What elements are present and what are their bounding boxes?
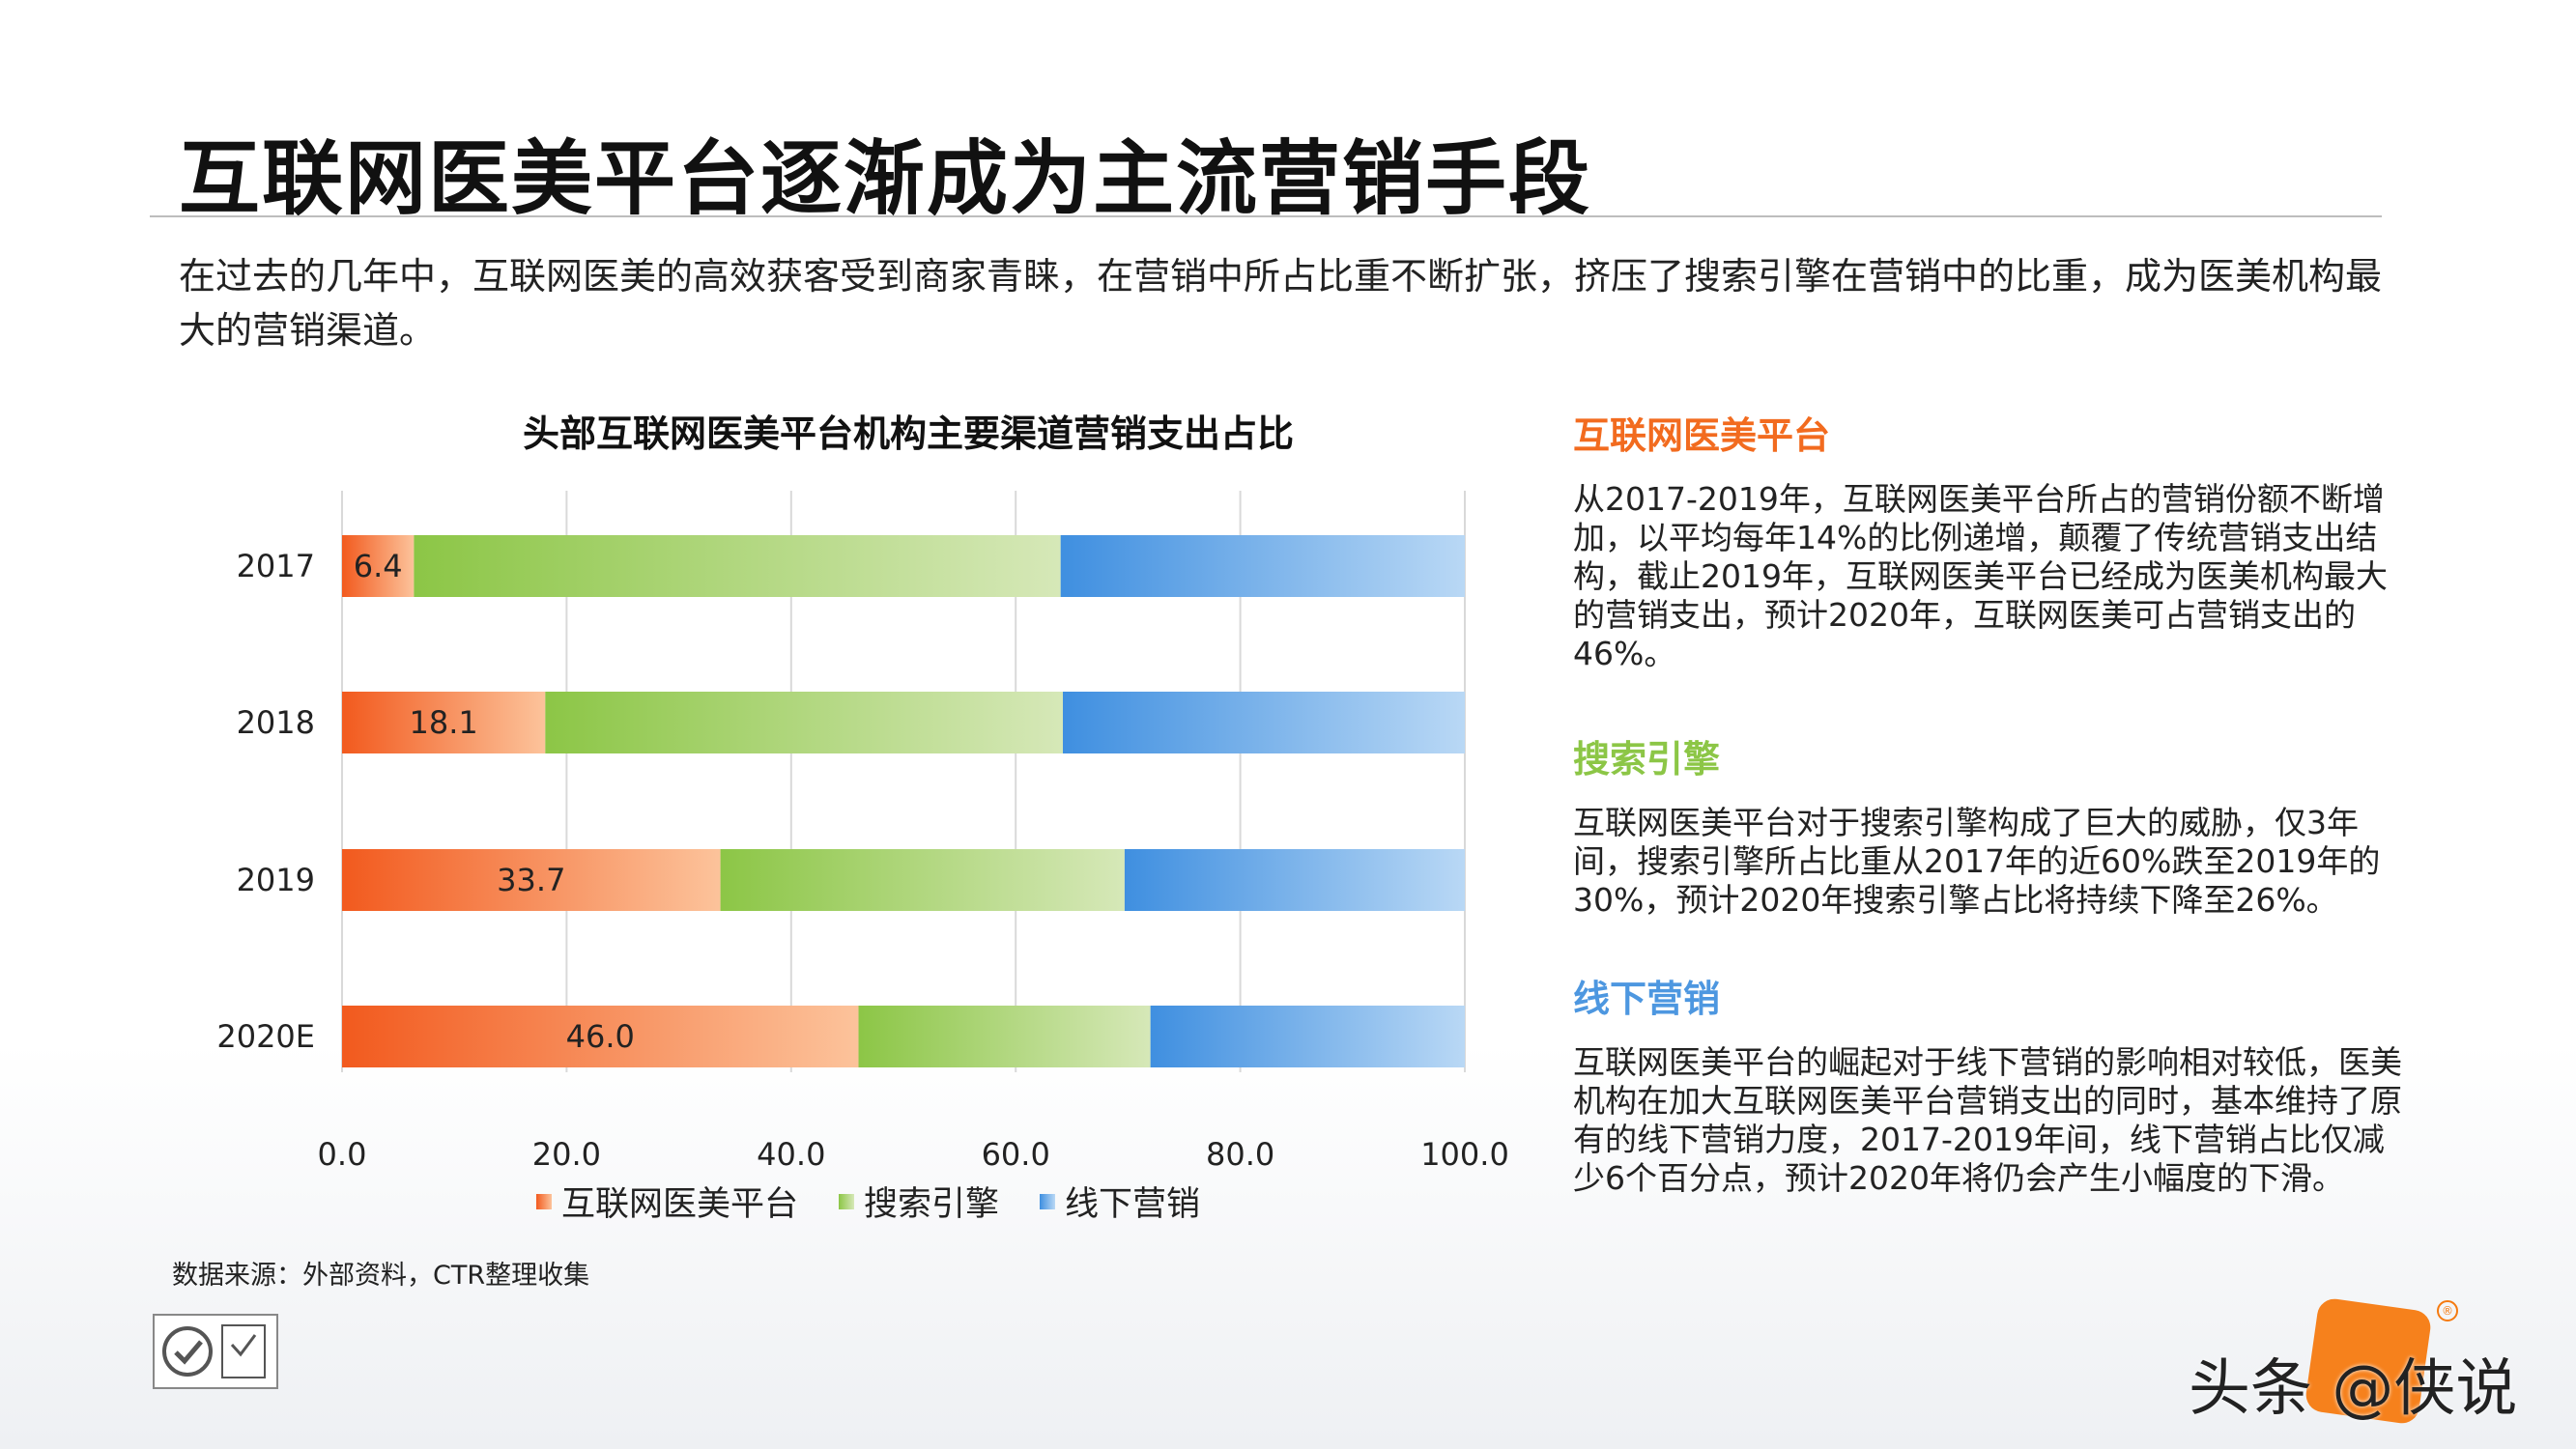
bar-segment bbox=[342, 692, 546, 753]
legend-item-search: 搜索引擎 bbox=[839, 1177, 999, 1226]
data-label: 18.1 bbox=[410, 704, 478, 741]
bar-segment bbox=[545, 692, 1064, 753]
certification-logo bbox=[153, 1314, 278, 1389]
labels: 0.0 20.0 40.0 60.0 80.0 100.0 2017 6.4 2018 18.1 2… bbox=[216, 548, 1508, 1169]
y-category-label: 2019 bbox=[237, 862, 315, 898]
bar-segment bbox=[1063, 692, 1465, 753]
data-label: 46.0 bbox=[566, 1018, 635, 1055]
panel-search-engine: 搜索引擎 互联网医美平台对于搜索引擎构成了巨大的威胁，仅3年间，搜索引擎所占比重… bbox=[1573, 729, 2404, 920]
registered-mark-icon: ® bbox=[2437, 1300, 2458, 1321]
y-category-label: 2018 bbox=[237, 704, 315, 741]
chart-legend: 互联网医美平台 搜索引擎 线下营销 bbox=[536, 1177, 1200, 1226]
data-label: 6.4 bbox=[354, 548, 403, 584]
legend-swatch-platform bbox=[536, 1193, 552, 1209]
x-tick-label: 100.0 bbox=[1420, 1136, 1509, 1169]
legend-label-platform: 互联网医美平台 bbox=[561, 1185, 799, 1224]
bars bbox=[342, 535, 1465, 1067]
certification-badge-icon bbox=[162, 1324, 266, 1378]
legend-swatch-offline bbox=[1040, 1193, 1056, 1209]
bar-segment bbox=[414, 535, 1061, 597]
data-source-note: 数据来源：外部资料，CTR整理收集 bbox=[172, 1261, 590, 1291]
bar-segment bbox=[720, 849, 1125, 911]
chart-title: 头部互联网医美平台机构主要渠道营销支出占比 bbox=[522, 412, 1294, 455]
watermark-text: 头条 @侠说 bbox=[2189, 1353, 2518, 1425]
x-tick-label: 20.0 bbox=[532, 1136, 601, 1169]
bar-segment bbox=[342, 535, 415, 597]
panel-heading-internet-platform: 互联网医美平台 bbox=[1573, 414, 1831, 457]
legend-label-search: 搜索引擎 bbox=[864, 1185, 1000, 1224]
bar-segment bbox=[342, 849, 721, 911]
x-tick-label: 0.0 bbox=[318, 1136, 367, 1169]
panel-text-offline-marketing: 互联网医美平台的崛起对于线下营销的影响相对较低，医美机构在加大互联网医美平台营销… bbox=[1573, 1043, 2402, 1197]
legend-swatch-search bbox=[839, 1193, 855, 1209]
panel-heading-search-engine: 搜索引擎 bbox=[1573, 738, 1721, 781]
panel-text-internet-platform: 从2017-2019年，互联网医美平台所占的营销份额不断增加，以平均每年14%的… bbox=[1573, 480, 2388, 672]
legend-item-platform: 互联网医美平台 bbox=[536, 1177, 798, 1226]
panel-text-search-engine: 互联网医美平台对于搜索引擎构成了巨大的威胁，仅3年间，搜索引擎所占比重从2017… bbox=[1573, 804, 2381, 919]
y-category-label: 2017 bbox=[237, 548, 315, 584]
panel-offline-marketing: 线下营销 互联网医美平台的崛起对于线下营销的影响相对较低，医美机构在加大互联网医… bbox=[1573, 969, 2404, 1198]
legend-label-offline: 线下营销 bbox=[1065, 1185, 1201, 1224]
bar-segment bbox=[858, 1006, 1151, 1067]
background-gradient bbox=[0, 1043, 2576, 1449]
x-tick-label: 40.0 bbox=[757, 1136, 825, 1169]
y-category-label: 2020E bbox=[216, 1018, 315, 1055]
x-tick-label: 80.0 bbox=[1206, 1136, 1274, 1169]
data-label: 33.7 bbox=[497, 862, 565, 898]
panel-internet-platform: 互联网医美平台 从2017-2019年，互联网医美平台所占的营销份额不断增加，以… bbox=[1573, 406, 2404, 673]
bar-segment bbox=[1124, 849, 1465, 911]
stacked-bar-chart: 0.0 20.0 40.0 60.0 80.0 100.0 2017 6.4 2018 18.1 2… bbox=[216, 491, 1509, 1169]
legend-item-offline: 线下营销 bbox=[1040, 1177, 1200, 1226]
intro-paragraph: 在过去的几年中，互联网医美的高效获客受到商家青睐，在营销中所占比重不断扩张，挤压… bbox=[179, 255, 2383, 352]
bar-segment bbox=[1150, 1006, 1465, 1067]
page-title: 互联网医美平台逐渐成为主流营销手段 bbox=[179, 131, 1592, 226]
bar-segment bbox=[1060, 535, 1465, 597]
panel-heading-offline-marketing: 线下营销 bbox=[1573, 978, 1721, 1020]
x-tick-label: 60.0 bbox=[982, 1136, 1050, 1169]
title-divider bbox=[150, 215, 2382, 217]
bar-segment bbox=[342, 1006, 859, 1067]
